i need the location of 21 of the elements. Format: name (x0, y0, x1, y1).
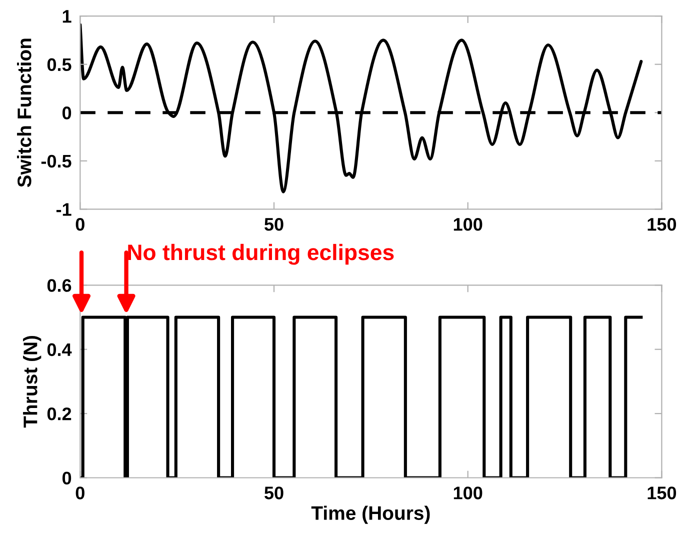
y-tick-label: 0.2 (47, 407, 72, 420)
x-tick-label: 150 (648, 218, 676, 231)
y-tick-label: 0 (62, 472, 72, 484)
y-tick-label: 0 (62, 106, 72, 120)
x-tick-label: 150 (648, 486, 676, 500)
x-tick-label: 0 (76, 218, 84, 231)
y-tick-label: 0.5 (47, 58, 72, 72)
x-tick-label: 100 (454, 218, 482, 231)
x-tick-label: 0 (76, 486, 84, 500)
y-tick-label: 1 (62, 10, 72, 23)
x-axis-title: Time (Hours) (311, 506, 430, 524)
text: No thrust during eclipses (128, 244, 394, 265)
y-tick-label: -1 (56, 203, 72, 216)
x-tick-label: 50 (264, 218, 284, 231)
y-tick-label: -0.5 (41, 154, 72, 168)
y-axis-title: Switch Function (17, 38, 32, 188)
y-tick-label: 0.6 (47, 279, 72, 292)
x-tick-label: 50 (264, 486, 284, 500)
x-tick-label: 100 (454, 486, 482, 500)
y-axis-title: Thrust (N) (23, 336, 42, 428)
y-tick-label: 0.4 (47, 343, 72, 356)
